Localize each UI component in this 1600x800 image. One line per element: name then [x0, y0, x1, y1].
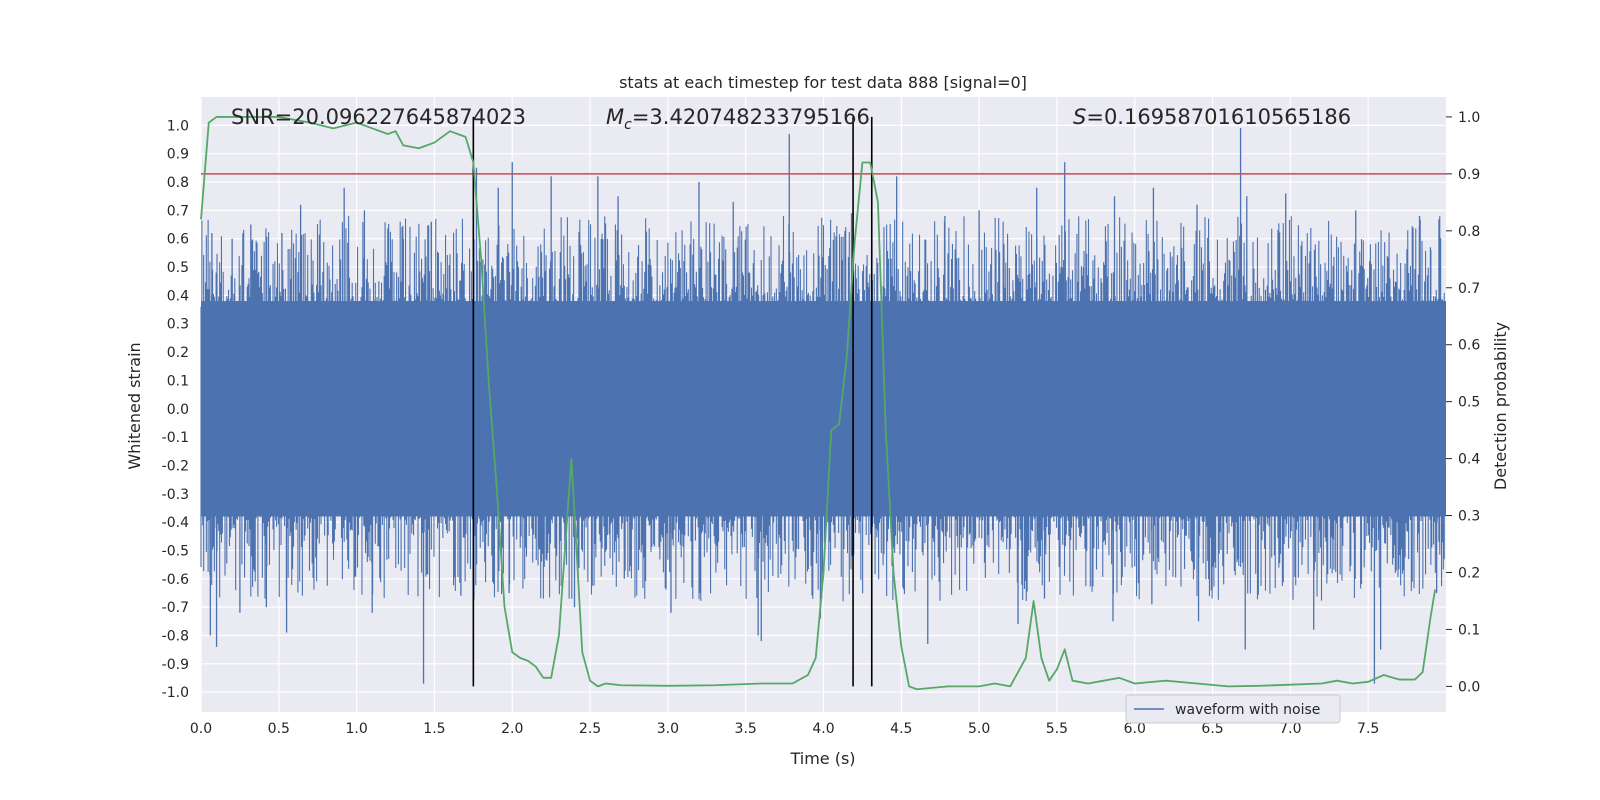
y-right-tick-label: 0.3: [1458, 509, 1480, 525]
y-left-tick-label: -0.5: [162, 543, 189, 559]
y-left-tick-label: -0.9: [162, 657, 189, 673]
y-right-tick-label: 0.8: [1458, 224, 1480, 240]
chart-title: stats at each timestep for test data 888…: [619, 73, 1027, 92]
y-right-tick-label: 0.2: [1458, 565, 1480, 581]
y-left-tick-label: 0.9: [167, 147, 189, 163]
y-left-tick-labels: -1.0 -0.9 -0.8 -0.7 -0.6 -0.5 -0.4 -0.3 -0.2 -0.1…: [162, 118, 189, 701]
mc-symbol: M: [606, 105, 624, 129]
y-left-tick-label: -0.8: [162, 628, 189, 644]
y-right-tick-label: 0.5: [1458, 395, 1480, 411]
y-right-tick-label: 0.7: [1458, 281, 1480, 297]
x-tick-label: 3.5: [735, 721, 757, 737]
x-tick-label: 7.0: [1279, 721, 1301, 737]
y-left-tick-label: 0.5: [167, 260, 189, 276]
x-tick-labels: 0.0 0.5 1.0 1.5 2.0 2.5 3.0 3.5 4.0 4.5 5.0 5.5 6.0 6…: [190, 721, 1379, 737]
x-tick-label: 1.5: [423, 721, 445, 737]
y-left-tick-label: 0.0: [167, 402, 189, 418]
x-tick-label: 7.5: [1357, 721, 1379, 737]
y-right-tick-labels: 0.0 0.1 0.2 0.3 0.4 0.5 0.6 0.7 0.8 0.9 1.0: [1446, 110, 1480, 695]
mc-annotation: Mc=3.420748233795166: [606, 105, 870, 133]
x-tick-label: 4.5: [890, 721, 912, 737]
y-left-tick-label: 0.1: [167, 373, 189, 389]
x-tick-label: 4.0: [812, 721, 834, 737]
y-left-tick-label: -0.7: [162, 600, 189, 616]
x-tick-label: 6.0: [1124, 721, 1146, 737]
probability-series: [200, 116, 1436, 691]
legend-box: [1125, 694, 1341, 724]
y-left-tick-label: 0.7: [167, 203, 189, 219]
probability-line: [200, 116, 1436, 691]
y-left-tick-label: 1.0: [167, 118, 189, 134]
x-tick-label: 3.0: [657, 721, 679, 737]
y-axis-title-left: Whitened strain: [125, 342, 144, 469]
x-tick-label: 5.0: [968, 721, 990, 737]
s-value: =0.16958701610565186: [1086, 105, 1351, 129]
legend-label: waveform with noise: [1175, 702, 1320, 718]
x-tick-label: 0.0: [190, 721, 212, 737]
y-left-tick-label: 0.2: [167, 345, 189, 361]
x-tick-label: 0.5: [268, 721, 290, 737]
y-right-tick-label: 1.0: [1458, 110, 1480, 126]
s-symbol: S: [1073, 105, 1086, 129]
y-left-tick-label: 0.4: [167, 288, 189, 304]
legend: waveform with noise: [1125, 694, 1341, 724]
x-axis-title: Time (s): [789, 749, 855, 768]
mc-value: =3.420748233795166: [632, 105, 870, 129]
y-left-tick-label: 0.8: [167, 175, 189, 191]
y-right-tick-label: 0.0: [1458, 679, 1480, 695]
y-left-tick-label: 0.6: [167, 232, 189, 248]
y-right-tick-label: 0.6: [1458, 338, 1480, 354]
x-tick-label: 1.0: [345, 721, 367, 737]
vertical-markers: [472, 116, 873, 687]
y-left-tick-label: -0.2: [162, 458, 189, 474]
mc-subscript: c: [624, 117, 632, 133]
y-left-tick-label: 0.3: [167, 317, 189, 333]
x-tick-label: 5.5: [1046, 721, 1068, 737]
waveform-noise: [200, 216, 1446, 602]
y-left-tick-label: -0.4: [162, 515, 189, 531]
waveform-series: [200, 128, 1446, 684]
x-tick-label: 6.5: [1201, 721, 1223, 737]
y-axis-title-right: Detection probability: [1491, 322, 1510, 490]
y-right-tick-label: 0.9: [1458, 167, 1480, 183]
y-left-tick-label: -0.3: [162, 487, 189, 503]
y-left-tick-label: -1.0: [162, 685, 189, 701]
y-left-tick-label: -0.1: [162, 430, 189, 446]
snr-annotation: SNR=20.096227645874023: [231, 105, 526, 129]
y-right-tick-label: 0.4: [1458, 452, 1480, 468]
x-tick-label: 2.0: [501, 721, 523, 737]
y-right-tick-label: 0.1: [1458, 622, 1480, 638]
x-tick-label: 2.5: [579, 721, 601, 737]
y-left-tick-label: -0.6: [162, 572, 189, 588]
s-annotation: S=0.16958701610565186: [1073, 105, 1351, 129]
